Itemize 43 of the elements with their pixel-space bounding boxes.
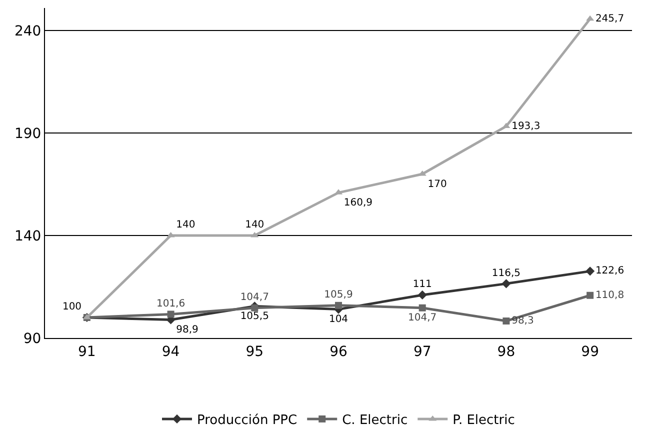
data-label: 111 <box>412 279 432 290</box>
point <box>502 317 510 324</box>
y-tick-label: 140 <box>14 228 42 244</box>
data-label: 104,7 <box>408 312 437 324</box>
x-tick-label: 98 <box>497 344 516 360</box>
point <box>586 266 595 276</box>
data-label: 101,6 <box>156 298 186 310</box>
data-label: 116,5 <box>492 268 521 279</box>
data-label: 193,3 <box>512 120 540 132</box>
legend-label: C. Electric <box>342 413 408 428</box>
x-tick-label: 99 <box>581 344 599 360</box>
data-label: 110,8 <box>595 290 624 301</box>
point <box>418 304 426 312</box>
data-label: 245,7 <box>595 13 624 24</box>
legend-label: Producción PPC <box>197 413 298 428</box>
point <box>167 310 174 318</box>
point <box>251 304 258 312</box>
data-label: 122,6 <box>595 266 624 277</box>
x-tick-label: 96 <box>330 344 348 360</box>
x-tick-label: 97 <box>413 344 432 360</box>
y-tick-label: 90 <box>23 330 42 347</box>
point <box>418 290 427 300</box>
data-label: 140 <box>176 220 196 231</box>
data-label: 160,9 <box>344 198 373 209</box>
data-label: 140 <box>245 220 264 231</box>
point <box>335 302 342 309</box>
legend-label: P. Electric <box>452 413 515 428</box>
data-label: 104 <box>328 314 348 326</box>
data-label: 170 <box>428 178 447 190</box>
x-tick-label: 95 <box>246 344 264 360</box>
data-label: 104,7 <box>240 292 269 303</box>
data-label: 98,3 <box>512 315 534 326</box>
data-label: 100 <box>62 302 82 313</box>
point <box>502 279 511 288</box>
x-tick-label: 94 <box>162 344 180 360</box>
y-tick-label: 190 <box>14 126 42 142</box>
data-label: 105,5 <box>240 311 269 322</box>
x-tick-label: 91 <box>78 344 96 360</box>
data-label: 98,9 <box>176 324 198 336</box>
data-label: 105,9 <box>324 290 353 301</box>
point <box>586 292 594 299</box>
y-tick-label: 240 <box>14 23 42 40</box>
point <box>586 15 594 21</box>
